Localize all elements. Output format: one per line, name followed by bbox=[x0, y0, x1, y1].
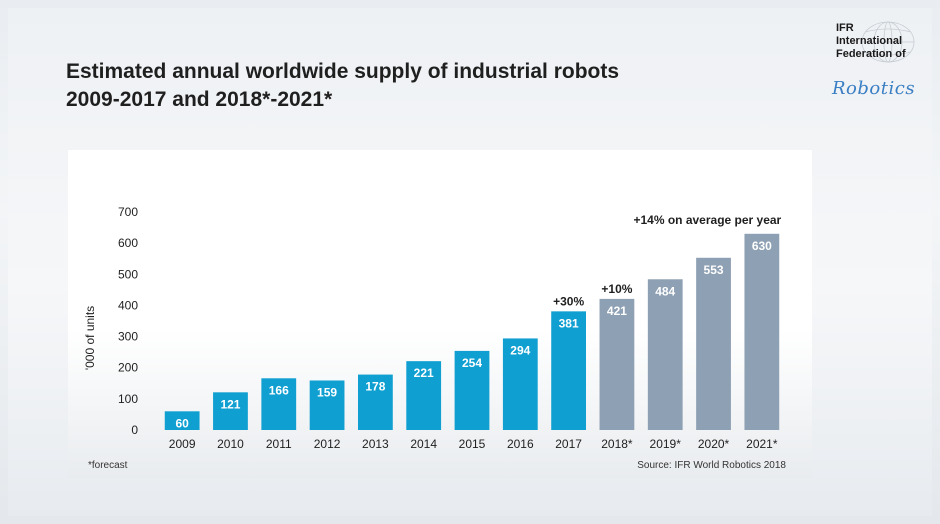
bar bbox=[502, 338, 538, 430]
forecast-footnote: *forecast bbox=[88, 460, 128, 471]
chart-title-line2: 2009-2017 and 2018*-2021* bbox=[66, 88, 333, 111]
ifr-logo: IFR International Federation of Robotics bbox=[832, 20, 928, 100]
bar bbox=[744, 233, 780, 430]
logo-international-text: International bbox=[836, 35, 903, 47]
bar-value-label: 381 bbox=[559, 316, 579, 330]
x-tick-label: 2020* bbox=[698, 437, 730, 451]
bar-value-label: 484 bbox=[655, 284, 675, 298]
bar bbox=[164, 411, 200, 430]
x-tick-label: 2012 bbox=[314, 437, 341, 451]
x-tick-label: 2015 bbox=[459, 437, 486, 451]
bar bbox=[261, 378, 297, 430]
y-axis-label: '000 of units bbox=[83, 306, 97, 370]
bar-value-label: 159 bbox=[317, 385, 337, 399]
bar bbox=[647, 279, 683, 430]
growth-annotation: +10% bbox=[601, 282, 632, 296]
bar-value-label: 178 bbox=[365, 380, 385, 394]
bar bbox=[406, 361, 442, 430]
chart-panel: '000 of units 0 100 200 300 400 500 600 700 60 1… bbox=[68, 150, 812, 478]
x-tick-label: 2010 bbox=[217, 437, 244, 451]
bar bbox=[357, 374, 393, 430]
y-axis-label-group: '000 of units bbox=[83, 306, 97, 370]
bar-value-label: 221 bbox=[414, 366, 434, 380]
bar bbox=[599, 298, 635, 430]
logo-federation-text: Federation of bbox=[836, 48, 906, 60]
y-tick-label: 100 bbox=[118, 392, 138, 406]
x-tick-label: 2017 bbox=[555, 437, 582, 451]
bar bbox=[454, 350, 490, 430]
x-tick-label: 2019* bbox=[650, 437, 682, 451]
x-tick-label: 2021* bbox=[746, 437, 778, 451]
bar-value-label: 166 bbox=[269, 383, 289, 397]
x-tick-label: 2014 bbox=[410, 437, 437, 451]
bar bbox=[551, 311, 587, 430]
bar-value-label: 421 bbox=[607, 304, 627, 318]
y-tick-label: 400 bbox=[118, 298, 138, 312]
y-tick-label: 700 bbox=[118, 205, 138, 219]
growth-annotation: +30% bbox=[553, 294, 584, 308]
y-tick-label: 200 bbox=[118, 361, 138, 375]
chart-title-line1: Estimated annual worldwide supply of ind… bbox=[66, 60, 620, 83]
bar-value-label: 254 bbox=[462, 356, 482, 370]
bar bbox=[213, 392, 248, 430]
logo-robotics-text: Robotics bbox=[832, 78, 916, 99]
logo-ifr-text: IFR bbox=[836, 22, 854, 34]
x-tick-label: 2013 bbox=[362, 437, 389, 451]
source-note: Source: IFR World Robotics 2018 bbox=[637, 460, 786, 471]
bar-value-label: 553 bbox=[704, 263, 724, 277]
bar-value-label: 60 bbox=[175, 416, 189, 430]
x-tick-label: 2018* bbox=[601, 437, 633, 451]
x-tick-label: 2016 bbox=[507, 437, 534, 451]
y-tick-label: 0 bbox=[131, 423, 138, 437]
y-tick-label: 600 bbox=[118, 236, 138, 250]
x-tick-label: 2011 bbox=[266, 437, 292, 451]
x-tick-label: 2009 bbox=[169, 437, 196, 451]
globe-icon bbox=[861, 21, 915, 63]
bar-value-label: 630 bbox=[752, 239, 772, 253]
growth-annotation: +14% on average per year bbox=[633, 213, 781, 227]
y-tick-label: 300 bbox=[118, 330, 138, 344]
bar bbox=[309, 380, 345, 430]
bar bbox=[696, 257, 731, 430]
bar-value-label: 294 bbox=[510, 343, 530, 357]
bar-chart: '000 of units 0 100 200 300 400 500 600 700 60 1… bbox=[83, 205, 786, 471]
y-tick-label: 500 bbox=[118, 267, 138, 281]
bar-value-label: 121 bbox=[220, 397, 240, 411]
